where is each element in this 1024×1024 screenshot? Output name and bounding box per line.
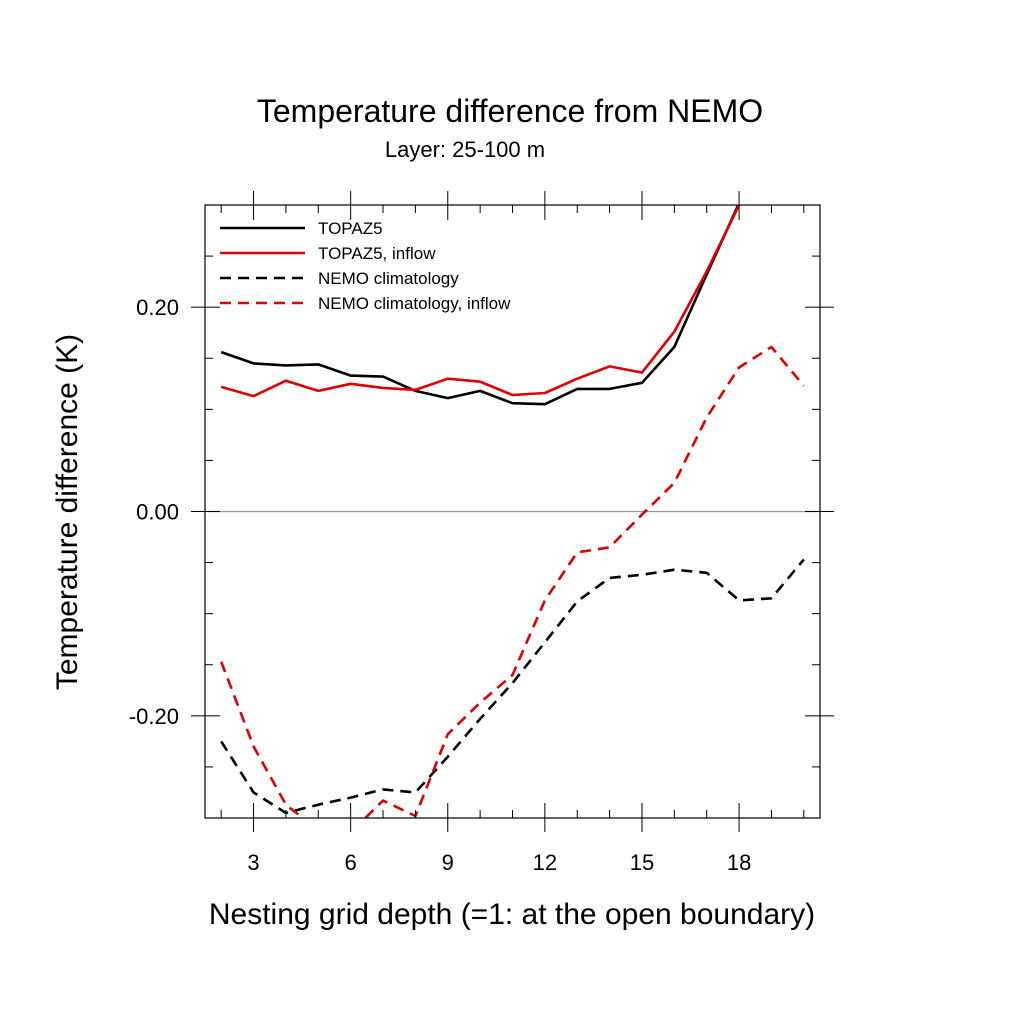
x-tick-label: 9 — [442, 850, 454, 875]
chart-title: Temperature difference from NEMO — [257, 93, 763, 129]
x-axis-label: Nesting grid depth (=1: at the open boun… — [209, 898, 815, 931]
y-axis-label: Temperature difference (K) — [51, 334, 84, 690]
legend-label-1: TOPAZ5 — [318, 219, 383, 238]
x-tick-label: 6 — [345, 850, 357, 875]
legend: TOPAZ5 TOPAZ5, inflow NEMO climatology NEMO… — [220, 219, 511, 313]
y-tick-label: -0.20 — [129, 704, 179, 729]
series-line-4 — [219, 345, 805, 818]
series-layer — [219, 205, 805, 818]
series-line-1 — [220, 205, 740, 406]
x-tick-label: 12 — [533, 850, 557, 875]
x-tick-label: 18 — [727, 850, 751, 875]
ticks-layer: 3 6 9 12 15 18 -0.20 0.00 0.20 — [129, 191, 834, 875]
y-tick-label: 0.20 — [136, 295, 179, 320]
chart-subtitle: Layer: 25-100 m — [385, 137, 545, 162]
legend-label-4: NEMO climatology, inflow — [318, 294, 511, 313]
series-line-3 — [220, 558, 805, 815]
x-tick-label: 3 — [247, 850, 259, 875]
legend-label-2: TOPAZ5, inflow — [318, 244, 436, 263]
plot-frame — [204, 204, 821, 819]
x-tick-label: 15 — [630, 850, 654, 875]
legend-label-3: NEMO climatology — [318, 269, 459, 288]
series-line-2 — [220, 205, 741, 398]
y-tick-label: 0.00 — [136, 500, 179, 525]
